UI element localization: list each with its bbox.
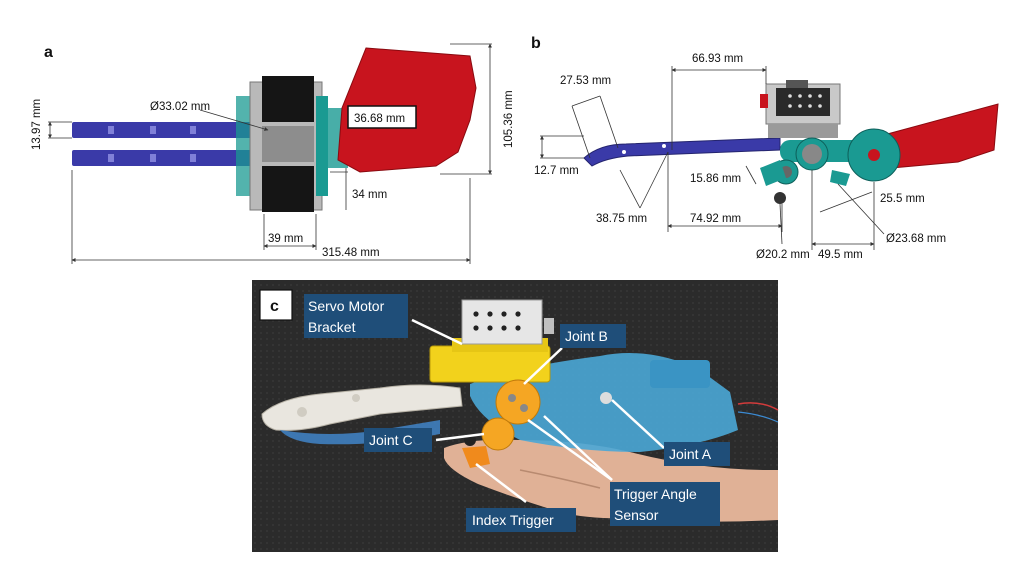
dim-b-495: 49.5 mm (818, 249, 863, 261)
label-joint-a-text: Joint A (669, 446, 712, 462)
finger-side-view (584, 138, 780, 166)
dim-b-255: 25.5 mm (880, 193, 925, 205)
dim-a-total: 315.48 mm (322, 247, 380, 259)
dim-a-height-right: 105.36 mm (503, 90, 515, 148)
label-servo-line2: Bracket (308, 319, 356, 335)
panel-c-photo: c (252, 280, 778, 552)
panel-b-letter: b (531, 35, 541, 52)
servo-assembly-top-view (236, 76, 348, 212)
photo-joint-b (496, 380, 540, 424)
dim-b-202: Ø20.2 mm (756, 249, 810, 261)
label-trigger-line2: Sensor (614, 507, 659, 523)
label-joint-b-text: Joint B (565, 328, 608, 344)
dim-a-diameter: Ø33.02 mm (150, 101, 210, 113)
photo-servo-bracket (462, 300, 542, 344)
label-index-trigger-text: Index Trigger (472, 512, 554, 528)
dim-b-127: 12.7 mm (534, 165, 579, 177)
dim-a-34: 34 mm (352, 189, 387, 201)
label-trigger-line1: Trigger Angle (614, 486, 697, 502)
dim-a-height-left: 13.97 mm (31, 99, 43, 150)
label-servo-line1: Servo Motor (308, 298, 385, 314)
label-joint-c-text: Joint C (369, 432, 413, 448)
panel-b: b (531, 35, 998, 261)
panel-a: a (31, 44, 515, 264)
dim-b-1586: 15.86 mm (690, 173, 741, 185)
finger-rods-top-view (72, 122, 257, 166)
dim-b-2368: Ø23.68 mm (886, 233, 946, 245)
dim-b-2753: 27.53 mm (560, 75, 611, 87)
dim-b-3875: 38.75 mm (596, 213, 647, 225)
dim-b-6693: 66.93 mm (692, 53, 743, 65)
dim-b-7492: 74.92 mm (690, 213, 741, 225)
photo-joint-c (482, 418, 514, 450)
panel-c-letter: c (270, 298, 279, 315)
dim-a-width-text: 36.68 mm (354, 113, 405, 125)
panel-a-letter: a (44, 44, 53, 61)
dim-a-39: 39 mm (268, 233, 303, 245)
servo-side-view (760, 80, 840, 138)
